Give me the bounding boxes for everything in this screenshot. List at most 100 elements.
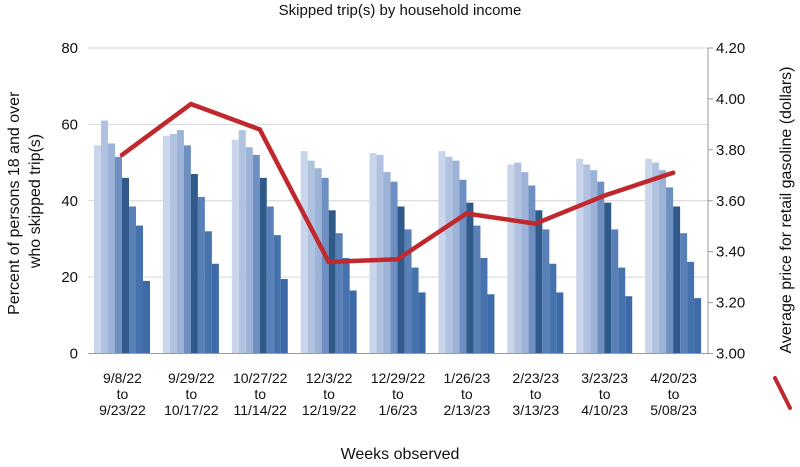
bar-cluster — [438, 151, 495, 354]
y-axis-title: Percent of persons 18 and over who skipp… — [6, 87, 44, 315]
chart-title: Skipped trip(s) by household income — [279, 2, 522, 19]
bar — [549, 263, 557, 354]
bar — [169, 133, 177, 354]
bar — [238, 130, 246, 354]
x-tick-label: 1/26/23 to 2/13/23 — [444, 370, 491, 418]
bar — [445, 156, 453, 354]
y2-tick-label: 4.00 — [716, 91, 745, 108]
y-tick-label: 60 — [61, 116, 78, 133]
x-tick-line: 4/20/23 — [650, 370, 697, 386]
x-tick-label: 10/27/22 to 11/14/22 — [233, 370, 288, 418]
bar — [115, 156, 122, 354]
x-tick-line: 9/29/22 — [168, 370, 215, 386]
bar — [404, 229, 412, 354]
bar — [101, 120, 108, 354]
bar — [204, 231, 212, 354]
x-tick-line: to — [530, 386, 542, 402]
gas-price-point — [119, 152, 125, 158]
bar — [369, 153, 377, 354]
x-tick-label: 4/20/23 to 5/08/23 — [650, 370, 697, 418]
bar-cluster — [369, 153, 426, 354]
x-tick-line: to — [323, 386, 335, 402]
bar — [487, 294, 495, 354]
bar — [438, 151, 446, 354]
gas-price-point — [670, 170, 676, 175]
bar — [514, 162, 522, 354]
bar — [528, 185, 536, 354]
bar — [397, 206, 405, 354]
x-tick-line: 10/27/22 — [233, 370, 288, 386]
bar — [466, 202, 474, 354]
bar — [321, 177, 329, 354]
bar — [542, 229, 550, 354]
bar — [694, 298, 702, 354]
gas-price-point — [257, 127, 262, 132]
x-tick-line: to — [117, 386, 129, 402]
bar-cluster — [645, 158, 702, 354]
bar-cluster — [231, 130, 288, 354]
x-tick-label: 12/3/22 to 12/19/22 — [302, 370, 357, 418]
bar — [259, 177, 267, 354]
bar — [576, 158, 584, 354]
x-tick-line: 2/23/23 — [512, 370, 559, 386]
x-tick-line: 11/14/22 — [233, 402, 287, 418]
bar — [645, 158, 653, 354]
bar — [625, 296, 633, 354]
bar — [473, 225, 481, 354]
bar — [590, 170, 598, 354]
bar — [480, 258, 488, 354]
bar — [687, 261, 695, 354]
bar-cluster — [162, 130, 219, 354]
x-tick-line: to — [392, 386, 404, 402]
y2-tick-label: 3.00 — [716, 346, 745, 363]
bar — [307, 160, 315, 354]
bar — [666, 187, 674, 354]
x-tick-line: 12/3/22 — [306, 370, 353, 386]
bar — [556, 292, 564, 354]
x-tick-line: 9/23/22 — [99, 402, 146, 418]
x-axis-ticks: 9/8/22 to 9/23/229/29/22 to 10/17/2210/27/22… — [99, 370, 697, 418]
y2-tick-label: 3.80 — [716, 142, 745, 159]
bar — [390, 181, 398, 354]
x-tick-line: 12/29/22 — [371, 370, 426, 386]
x-tick-line: to — [185, 386, 197, 402]
bar — [266, 206, 274, 354]
y-axis-title-line-2: who skipped trip(s) — [27, 134, 44, 269]
gas-price-point — [326, 259, 331, 265]
y-tick-label: 40 — [61, 193, 78, 210]
gas-price-point — [395, 257, 400, 262]
x-tick-line: to — [599, 386, 611, 402]
bar-cluster — [576, 158, 633, 354]
bar — [680, 233, 688, 354]
y-axis-title-line-1: Percent of persons 18 and over — [6, 91, 23, 315]
x-tick-line: 5/08/23 — [650, 402, 697, 418]
x-tick-label: 9/8/22 to 9/23/22 — [99, 370, 146, 418]
bar — [604, 202, 612, 354]
bar-cluster — [507, 162, 564, 354]
x-tick-label: 2/23/23 to 3/13/23 — [512, 370, 559, 418]
x-tick-line: to — [668, 386, 680, 402]
x-tick-label: 3/23/23 to 4/10/23 — [581, 370, 628, 418]
bar — [611, 229, 619, 354]
y-tick-label: 80 — [61, 40, 78, 57]
x-tick-line: to — [254, 386, 266, 402]
y2-axis-ticks: 3.00 3.20 3.40 3.60 3.80 4.00 4.20 — [708, 40, 745, 363]
bar-cluster — [94, 120, 150, 354]
x-tick-line: 3/23/23 — [581, 370, 628, 386]
bar — [659, 170, 667, 354]
bar — [376, 154, 384, 354]
bar — [94, 145, 101, 354]
x-axis-title: Weeks observed — [341, 446, 460, 463]
bar — [335, 233, 343, 354]
gas-price-point — [188, 101, 194, 107]
bar — [211, 263, 219, 354]
bar — [535, 210, 543, 354]
bar — [122, 177, 129, 354]
x-tick-line: 9/8/22 — [103, 370, 142, 386]
bar — [129, 206, 136, 354]
gas-price-line-layer — [119, 101, 676, 265]
bar — [583, 164, 591, 354]
bar — [418, 292, 426, 354]
bar — [521, 172, 529, 354]
